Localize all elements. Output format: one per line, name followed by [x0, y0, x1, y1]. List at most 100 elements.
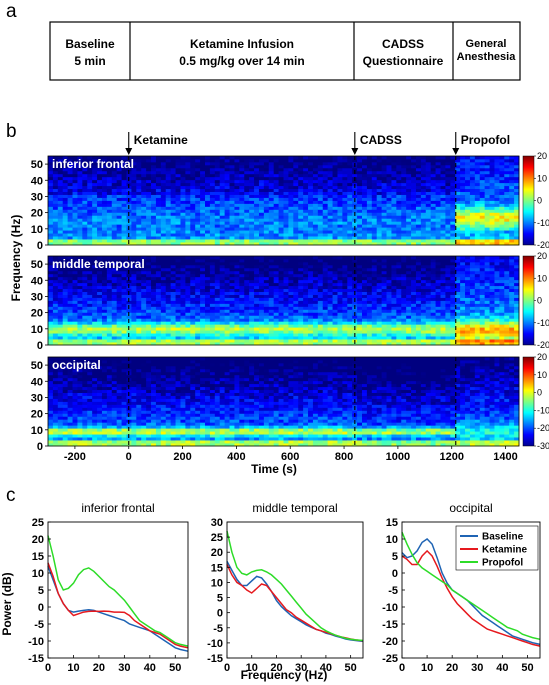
spectrogram-cell	[160, 236, 167, 240]
spectrogram-cell	[67, 273, 73, 278]
spectrogram-cell	[224, 294, 230, 298]
spectrogram-cell	[322, 324, 329, 328]
spectrogram-cell	[200, 315, 206, 319]
spectrogram-cell	[77, 173, 83, 178]
spectrogram-cell	[229, 227, 235, 231]
spectrogram-cell	[362, 242, 368, 246]
spectrogram-cell	[67, 227, 73, 231]
spectrogram-cell	[239, 309, 245, 313]
spectrogram-cell	[474, 215, 481, 219]
spectrogram-cell	[131, 191, 137, 195]
spectrogram-cell	[366, 324, 373, 328]
spectrogram-cell	[258, 230, 265, 234]
spectrogram-cell	[87, 156, 93, 160]
spectrogram-cell	[514, 209, 520, 213]
spectrogram-cell	[165, 227, 172, 231]
spectrogram-cell	[200, 200, 206, 204]
spectrogram-cell	[136, 291, 142, 295]
spectrogram-cell	[263, 191, 270, 195]
spectrogram-cell	[430, 200, 436, 204]
spectrogram-cell	[121, 309, 127, 313]
spectrogram-cell	[283, 264, 289, 269]
spectrogram-cell	[308, 209, 314, 213]
spectrogram-cell	[371, 306, 378, 310]
spectrogram-cell	[293, 324, 299, 328]
spectrogram-cell	[376, 330, 383, 334]
spectrogram-cell	[190, 200, 196, 204]
spectrogram-cell	[258, 303, 265, 307]
spectrogram-cell	[121, 156, 127, 160]
spectrogram-cell	[317, 315, 324, 319]
spectrogram-cell	[312, 333, 319, 337]
spectrogram-cell	[312, 336, 319, 340]
spectrogram-cell	[62, 327, 69, 331]
spectrogram-cell	[484, 158, 490, 163]
spectrogram-cell	[92, 256, 98, 260]
spectrogram-cell	[82, 300, 88, 304]
spectrogram-cell	[322, 273, 329, 278]
spectrogram-cell	[258, 300, 265, 304]
spectrogram-cell	[151, 173, 157, 178]
spectrogram-cell	[234, 173, 240, 178]
spectrogram-cell	[214, 215, 221, 219]
spectrogram-cell	[308, 158, 314, 163]
spectrogram-cell	[52, 161, 59, 166]
spectrogram-cell	[381, 264, 387, 269]
spectrogram-cell	[175, 264, 181, 269]
spectrogram-cell	[77, 200, 83, 204]
spectrogram-cell	[97, 339, 103, 343]
y-tick-label: 0	[37, 240, 43, 252]
spectrogram-cell	[362, 315, 368, 319]
spectrogram-cell	[312, 179, 319, 184]
spectrogram-cell	[170, 321, 176, 325]
spectrogram-cell	[445, 242, 451, 246]
spectrogram-cell	[190, 276, 196, 281]
spectrogram-cell	[430, 242, 436, 246]
spectrogram-cell	[288, 264, 294, 269]
spectrogram-cell	[308, 206, 314, 210]
spectrogram-cell	[258, 209, 265, 213]
spectrogram-cell	[165, 230, 172, 234]
spectrogram-cell	[258, 215, 265, 219]
spectrogram-cell	[327, 224, 333, 228]
spectrogram-cell	[175, 267, 181, 272]
spectrogram-cell	[180, 339, 186, 343]
spectrogram-cell	[175, 224, 181, 228]
spectrogram-cell	[514, 233, 520, 237]
spectrogram-cell	[57, 330, 64, 334]
spectrogram-cell	[258, 333, 265, 337]
spectrogram-cell	[415, 156, 422, 160]
spectrogram-cell	[254, 221, 260, 225]
colorbar-tick-label: 10	[537, 173, 547, 183]
spectrogram-cell	[136, 179, 142, 184]
spectrogram-cell	[401, 218, 407, 222]
spectrogram-cell	[52, 267, 59, 272]
spectrogram-cell	[200, 176, 206, 181]
spectrogram-cell	[165, 261, 172, 266]
spectrogram-cell	[435, 156, 441, 160]
spectrogram-cell	[229, 306, 235, 310]
spectrogram-cell	[165, 185, 172, 190]
spectrogram-cell	[347, 318, 353, 322]
spectrogram-cell	[509, 215, 515, 219]
spectrogram-cell	[494, 170, 500, 175]
spectrogram-cell	[509, 203, 515, 207]
spectrogram-cell	[268, 197, 275, 201]
spectrogram-cell	[165, 206, 172, 210]
spectrogram-cell	[347, 227, 353, 231]
spectrogram-cell	[224, 176, 230, 181]
spectrogram-cell	[165, 182, 172, 187]
spectrogram-cell	[327, 176, 333, 181]
spectrogram-cell	[146, 297, 152, 301]
spectrogram-cell	[121, 330, 127, 334]
spectrogram-cell	[283, 215, 289, 219]
spectrogram-cell	[200, 158, 206, 163]
spectrogram-cell	[141, 330, 147, 334]
spectrogram-cell	[239, 209, 245, 213]
spectrogram-cell	[317, 158, 324, 163]
spectrogram-cell	[92, 276, 98, 281]
spectrogram-cell	[155, 212, 162, 216]
spectrogram-cell	[469, 164, 476, 169]
spectrogram-cell	[263, 230, 270, 234]
